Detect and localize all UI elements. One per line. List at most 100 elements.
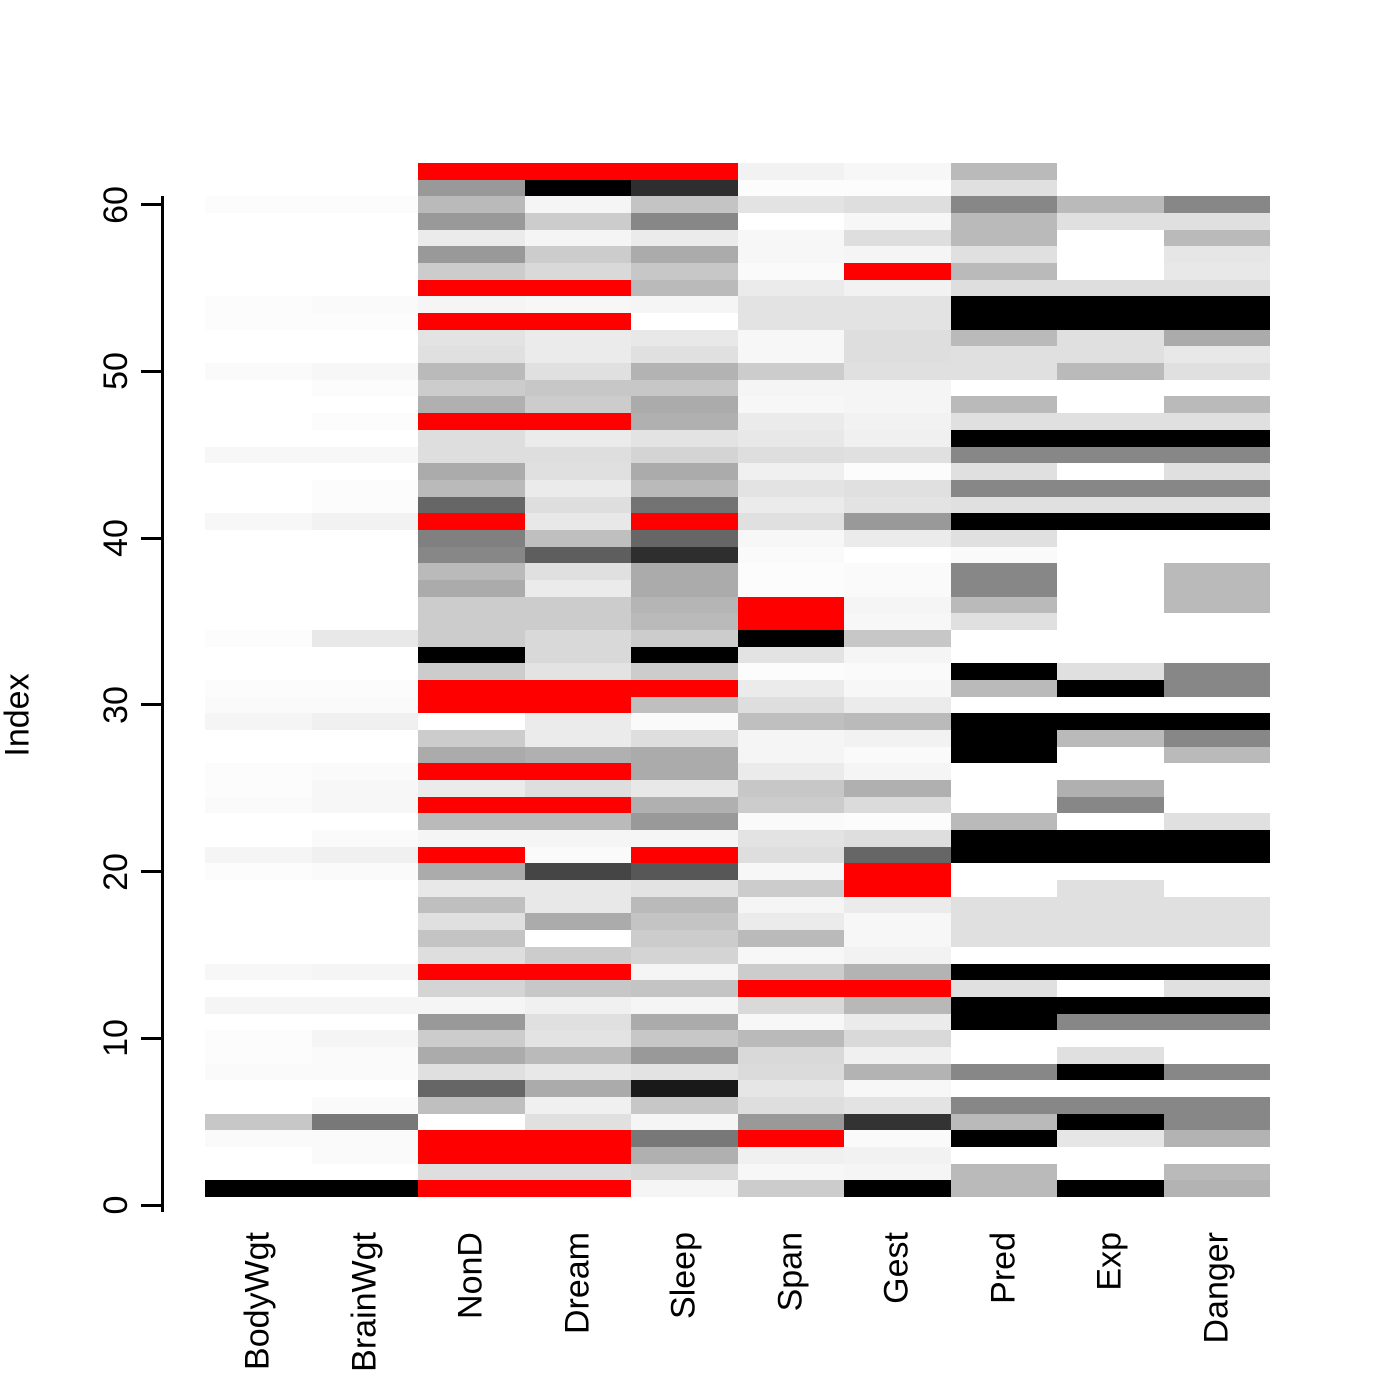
heatmap-cell [631,663,738,680]
heatmap-cell [737,963,844,981]
heatmap-cell [311,696,418,714]
heatmap-cell [1057,346,1164,364]
heatmap-cell [631,313,738,330]
heatmap-cell [631,496,738,514]
heatmap-cell [205,513,312,530]
heatmap-cell [524,613,631,630]
heatmap-cell [1163,1046,1270,1064]
heatmap-cell [418,429,525,447]
heatmap-cell [418,1046,525,1064]
heatmap-cell [950,529,1057,547]
heatmap-cell [737,696,844,714]
heatmap-cell [950,196,1057,214]
heatmap-cell [205,813,312,831]
heatmap-cell [524,930,631,947]
heatmap-cell [1163,513,1270,530]
heatmap-cell [950,696,1057,714]
y-axis-tick [141,203,163,206]
heatmap-cell [631,796,738,814]
heatmap-cell [311,1046,418,1064]
heatmap-cell [311,379,418,397]
heatmap-cell [418,1180,525,1197]
heatmap-cell [1163,313,1270,330]
x-axis-label: Dream [558,1232,597,1335]
x-axis-label: Sleep [664,1232,703,1319]
heatmap-cell [524,963,631,981]
heatmap-cell [950,363,1057,380]
heatmap-cell [950,663,1057,680]
heatmap-cell [1163,613,1270,630]
heatmap-cell [205,1013,312,1031]
heatmap-cell [524,1163,631,1181]
heatmap-cell [418,546,525,564]
heatmap-cell [311,596,418,614]
heatmap-cell [631,730,738,747]
heatmap-cell [1163,946,1270,964]
heatmap-cell [205,1046,312,1064]
heatmap-cell [737,1030,844,1047]
heatmap-cell [844,363,951,380]
heatmap-cell [311,1080,418,1097]
heatmap-cell [205,846,312,864]
heatmap-cell [418,596,525,614]
heatmap-cell [311,179,418,197]
heatmap-cell [205,413,312,430]
heatmap-cell [1057,1163,1164,1181]
heatmap-cell [844,713,951,731]
heatmap-cell [737,846,844,864]
heatmap-cell [950,446,1057,464]
heatmap-cell [1163,596,1270,614]
heatmap-cell [950,996,1057,1014]
heatmap-cell [418,980,525,997]
heatmap-cell [950,329,1057,347]
heatmap-cell [631,579,738,597]
heatmap-cell [524,429,631,447]
heatmap-cell [1163,263,1270,280]
heatmap-cell [950,1163,1057,1181]
heatmap-cell [631,196,738,214]
heatmap-cell [844,379,951,397]
heatmap-cell [1163,579,1270,597]
heatmap-cell [311,1163,418,1181]
heatmap-cell [1057,379,1164,397]
heatmap-cell [311,229,418,247]
heatmap-cell [950,629,1057,647]
heatmap-cell [311,1130,418,1147]
heatmap-cell [1163,396,1270,414]
x-axis-label: NonD [451,1232,490,1319]
heatmap-cell [311,796,418,814]
heatmap-cell [205,196,312,214]
heatmap-cell [1163,496,1270,514]
heatmap-cell [418,730,525,747]
heatmap-cell [1163,680,1270,697]
heatmap-cell [950,613,1057,630]
heatmap-cell [524,596,631,614]
heatmap-cell [1057,1080,1164,1097]
heatmap-cell [1057,563,1164,580]
heatmap-cell [631,896,738,914]
heatmap-cell [631,680,738,697]
heatmap-cell [737,296,844,314]
heatmap-cell [950,780,1057,797]
heatmap-cell [631,479,738,497]
x-axis-label: Gest [877,1232,916,1304]
heatmap-cell [1163,880,1270,897]
heatmap-cell [524,946,631,964]
heatmap-cell [737,613,844,630]
heatmap-cell [737,1113,844,1131]
heatmap-cell [311,496,418,514]
heatmap-cell [631,746,738,764]
heatmap-cell [311,463,418,480]
heatmap-cell [418,713,525,731]
heatmap-cell [1057,863,1164,881]
heatmap-cell [205,179,312,197]
heatmap-cell [205,546,312,564]
heatmap-cell [1057,279,1164,297]
heatmap-cell [311,413,418,430]
heatmap-cell [1163,346,1270,364]
heatmap-cell [1163,713,1270,731]
heatmap-cell [844,629,951,647]
y-axis-tick-label: 60 [97,185,135,224]
heatmap-cell [205,1180,312,1197]
x-axis-label: Span [771,1232,810,1312]
